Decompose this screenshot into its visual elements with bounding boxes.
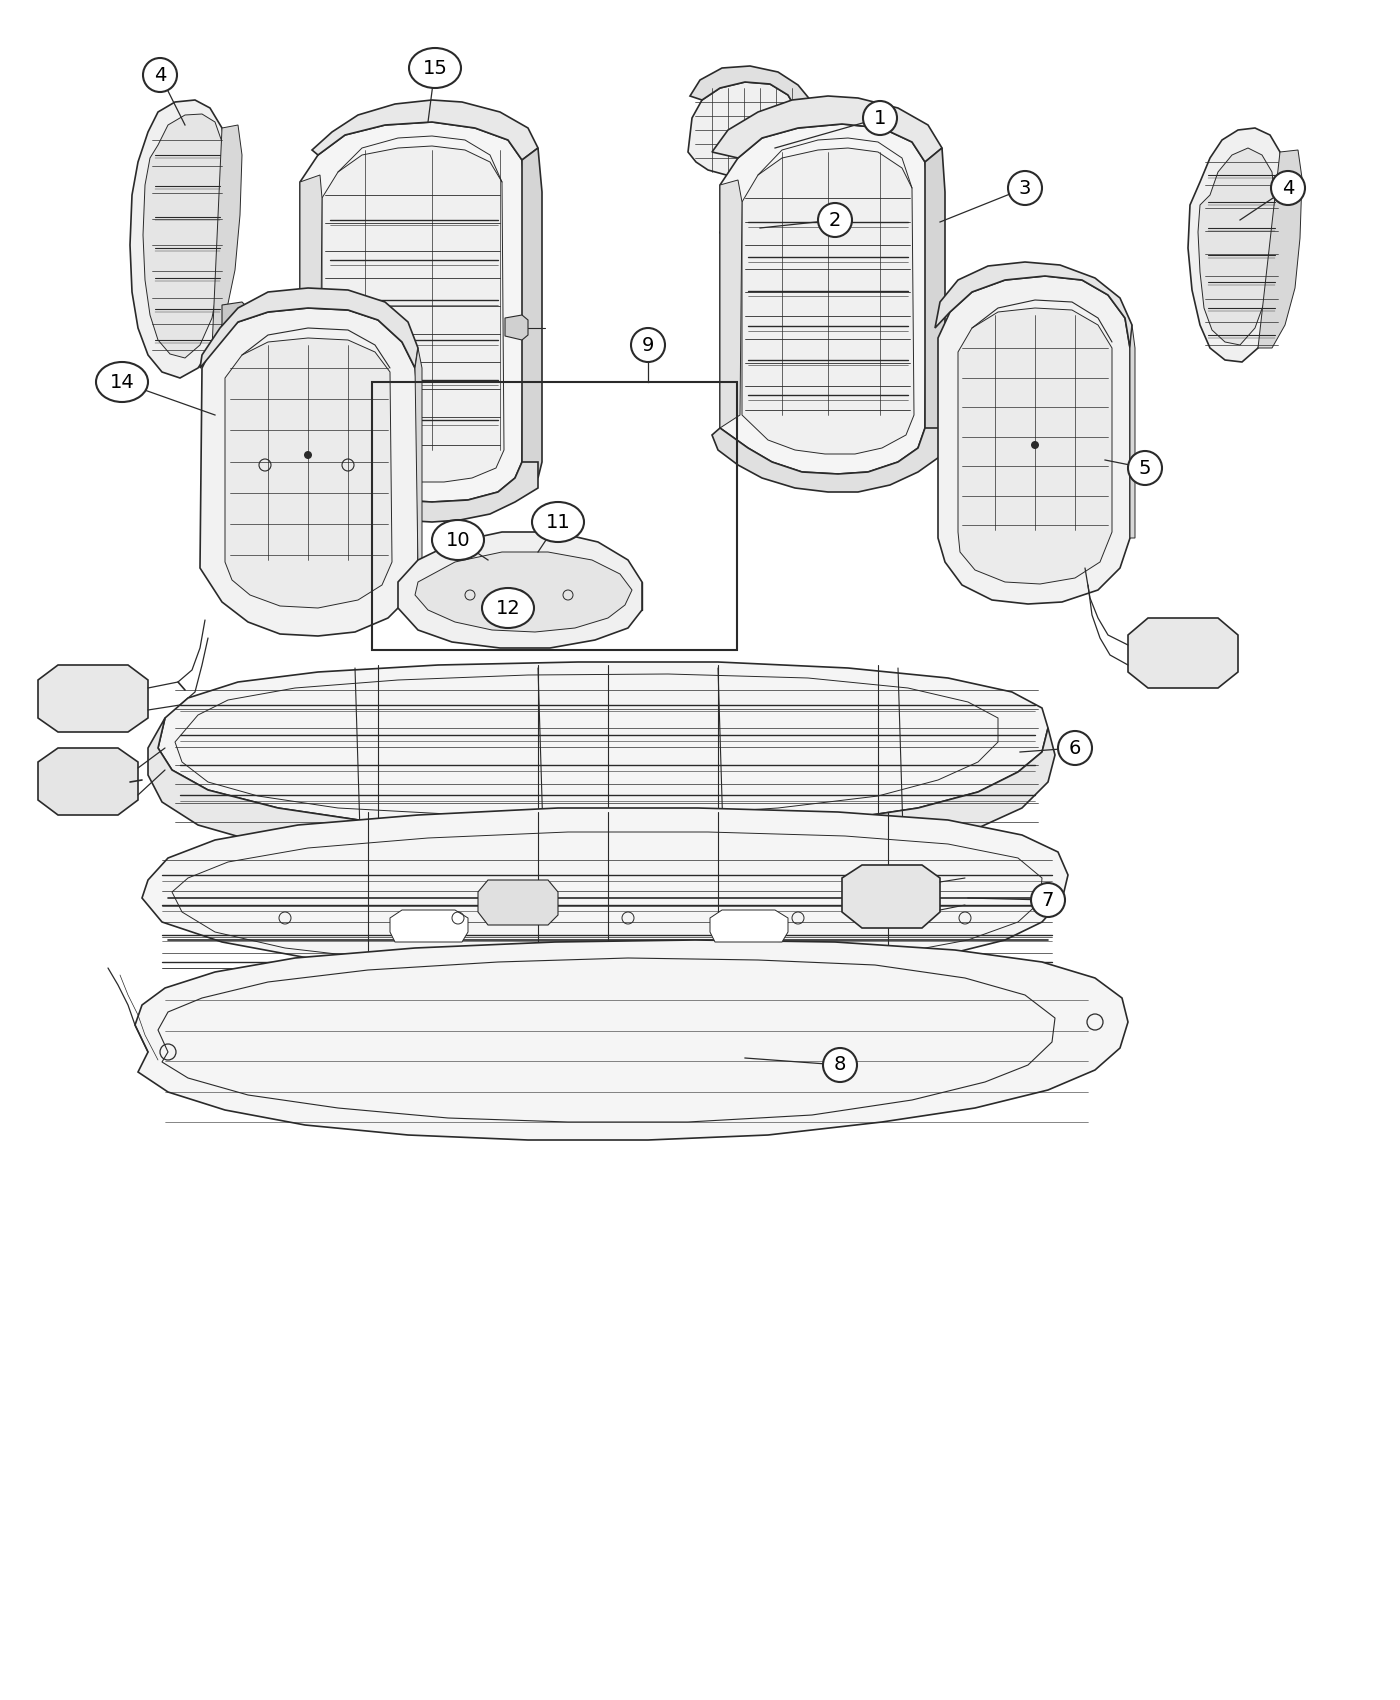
Ellipse shape [97,362,148,401]
Text: 5: 5 [1138,459,1151,478]
Polygon shape [1130,325,1135,537]
Polygon shape [300,175,322,462]
Polygon shape [798,102,815,158]
Polygon shape [687,82,802,177]
Polygon shape [958,308,1112,585]
Ellipse shape [1271,172,1305,206]
Polygon shape [713,428,942,491]
Ellipse shape [1058,731,1092,765]
Ellipse shape [482,588,533,627]
Polygon shape [742,148,914,454]
Ellipse shape [631,328,665,362]
Polygon shape [505,314,528,340]
Polygon shape [38,665,148,733]
Polygon shape [391,910,468,942]
Text: 12: 12 [496,598,521,617]
Text: 4: 4 [1282,178,1294,197]
Bar [372,382,736,649]
Polygon shape [477,881,559,925]
Polygon shape [1189,128,1285,362]
Polygon shape [841,865,939,928]
Polygon shape [1198,148,1275,345]
Polygon shape [690,66,812,112]
Ellipse shape [409,48,461,88]
Polygon shape [322,146,504,483]
Text: 4: 4 [154,66,167,85]
Polygon shape [141,808,1068,978]
Polygon shape [938,275,1130,604]
Polygon shape [522,148,542,478]
Polygon shape [211,126,242,348]
Polygon shape [710,910,788,942]
Circle shape [304,450,312,459]
Ellipse shape [143,58,176,92]
Polygon shape [720,180,742,428]
Circle shape [1030,440,1039,449]
Polygon shape [295,462,538,522]
Ellipse shape [823,1047,857,1081]
Polygon shape [757,214,770,223]
Text: 9: 9 [641,335,654,355]
Ellipse shape [862,100,897,134]
Text: 8: 8 [834,1056,846,1074]
Ellipse shape [818,202,853,236]
Text: 14: 14 [109,372,134,391]
Ellipse shape [433,520,484,559]
Ellipse shape [1008,172,1042,206]
Text: 1: 1 [874,109,886,127]
Text: 2: 2 [829,211,841,230]
Polygon shape [38,748,139,814]
Text: 7: 7 [1042,891,1054,910]
Polygon shape [225,338,392,609]
Polygon shape [724,214,735,223]
Polygon shape [143,114,225,359]
Text: 11: 11 [546,512,570,532]
Polygon shape [720,124,928,474]
Polygon shape [200,308,419,636]
Polygon shape [223,303,248,330]
Ellipse shape [1030,882,1065,916]
Text: 10: 10 [445,530,470,549]
Polygon shape [134,940,1128,1141]
Ellipse shape [532,502,584,542]
Polygon shape [398,532,643,648]
Polygon shape [1259,150,1302,348]
Polygon shape [414,552,631,632]
Polygon shape [1128,619,1238,688]
Text: 15: 15 [423,58,448,78]
Polygon shape [300,122,525,501]
Text: 6: 6 [1068,738,1081,758]
Polygon shape [130,100,230,377]
Polygon shape [925,148,945,449]
Polygon shape [713,95,942,162]
Polygon shape [200,287,419,367]
Polygon shape [158,661,1049,831]
Polygon shape [414,348,421,568]
Polygon shape [312,100,538,160]
Text: 3: 3 [1019,178,1032,197]
Polygon shape [935,262,1133,348]
Ellipse shape [1128,450,1162,484]
Polygon shape [148,717,1056,872]
